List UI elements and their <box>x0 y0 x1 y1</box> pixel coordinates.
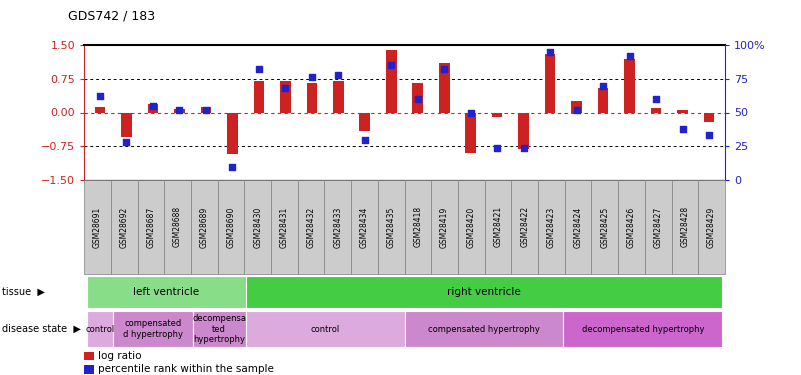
Point <box>384 62 397 68</box>
Point <box>650 96 662 102</box>
Point <box>544 49 557 55</box>
Text: GSM28426: GSM28426 <box>627 206 636 248</box>
Bar <box>246 311 405 347</box>
Point <box>226 164 239 170</box>
Text: GSM28690: GSM28690 <box>227 206 235 248</box>
Point <box>676 126 689 132</box>
Bar <box>650 108 662 112</box>
Text: GSM28422: GSM28422 <box>520 206 529 248</box>
Point <box>623 53 636 59</box>
Point <box>120 139 133 145</box>
Point <box>702 132 715 138</box>
Text: GSM28430: GSM28430 <box>253 206 262 248</box>
Point <box>332 72 344 78</box>
Text: compensated hypertrophy: compensated hypertrophy <box>428 324 540 334</box>
Bar <box>413 83 423 112</box>
Bar <box>307 83 317 112</box>
Bar <box>465 112 476 153</box>
Point <box>597 82 610 88</box>
Bar <box>113 311 193 347</box>
Point <box>412 96 425 102</box>
Bar <box>254 81 264 112</box>
Text: GSM28689: GSM28689 <box>199 206 209 248</box>
Bar <box>598 88 609 112</box>
Point <box>438 66 451 72</box>
Text: GSM28421: GSM28421 <box>493 206 502 248</box>
Point <box>173 107 186 113</box>
Text: GSM28687: GSM28687 <box>147 206 155 248</box>
Text: control: control <box>311 324 340 334</box>
Text: GSM28691: GSM28691 <box>93 206 102 248</box>
Text: GSM28427: GSM28427 <box>654 206 662 248</box>
Bar <box>677 110 688 112</box>
Text: GSM28429: GSM28429 <box>707 206 716 248</box>
Text: GSM28432: GSM28432 <box>307 206 316 248</box>
Text: GSM28419: GSM28419 <box>440 206 449 248</box>
Bar <box>121 112 132 137</box>
Bar <box>545 54 555 112</box>
Bar <box>200 107 211 112</box>
Bar <box>360 112 370 130</box>
Text: GSM28423: GSM28423 <box>547 206 556 248</box>
Bar <box>624 58 635 112</box>
Point <box>279 85 292 91</box>
Text: GSM28434: GSM28434 <box>360 206 369 248</box>
Text: GSM28424: GSM28424 <box>574 206 582 248</box>
Bar <box>147 104 159 112</box>
Bar <box>518 112 529 148</box>
Text: GSM28431: GSM28431 <box>280 206 289 248</box>
Bar <box>571 101 582 112</box>
Text: GSM28428: GSM28428 <box>680 206 690 248</box>
Text: decompensa
ted
hypertrophy: decompensa ted hypertrophy <box>192 314 246 344</box>
Point <box>199 107 212 113</box>
Point <box>358 136 371 142</box>
Bar <box>193 311 246 347</box>
Text: control: control <box>86 324 115 334</box>
Bar <box>87 276 246 308</box>
Point <box>147 103 159 109</box>
Point <box>465 110 477 116</box>
Bar <box>405 311 563 347</box>
Bar <box>280 81 291 112</box>
Text: GDS742 / 183: GDS742 / 183 <box>68 9 155 22</box>
Text: GSM28688: GSM28688 <box>173 206 182 248</box>
Point <box>517 145 530 151</box>
Text: compensated
d hypertrophy: compensated d hypertrophy <box>123 320 183 339</box>
Text: log ratio: log ratio <box>98 351 141 361</box>
Point <box>94 93 107 99</box>
Bar <box>174 109 185 112</box>
Bar <box>563 311 723 347</box>
Point <box>570 107 583 113</box>
Point <box>305 74 318 80</box>
Bar <box>246 276 723 308</box>
Bar <box>95 107 105 112</box>
Text: GSM28425: GSM28425 <box>600 206 610 248</box>
Bar <box>492 112 502 117</box>
Text: right ventricle: right ventricle <box>447 286 521 297</box>
Text: GSM28420: GSM28420 <box>467 206 476 248</box>
Text: GSM28418: GSM28418 <box>413 206 422 248</box>
Text: disease state  ▶: disease state ▶ <box>2 324 81 334</box>
Bar <box>87 311 113 347</box>
Text: percentile rank within the sample: percentile rank within the sample <box>98 364 274 374</box>
Bar <box>227 112 238 154</box>
Text: GSM28692: GSM28692 <box>119 206 129 248</box>
Point <box>252 66 265 72</box>
Bar <box>386 50 396 112</box>
Bar <box>439 63 449 112</box>
Bar <box>704 112 714 122</box>
Text: GSM28435: GSM28435 <box>387 206 396 248</box>
Text: tissue  ▶: tissue ▶ <box>2 286 46 297</box>
Text: GSM28433: GSM28433 <box>333 206 342 248</box>
Text: decompensated hypertrophy: decompensated hypertrophy <box>582 324 704 334</box>
Bar <box>333 81 344 112</box>
Text: left ventricle: left ventricle <box>133 286 199 297</box>
Point <box>491 145 504 151</box>
